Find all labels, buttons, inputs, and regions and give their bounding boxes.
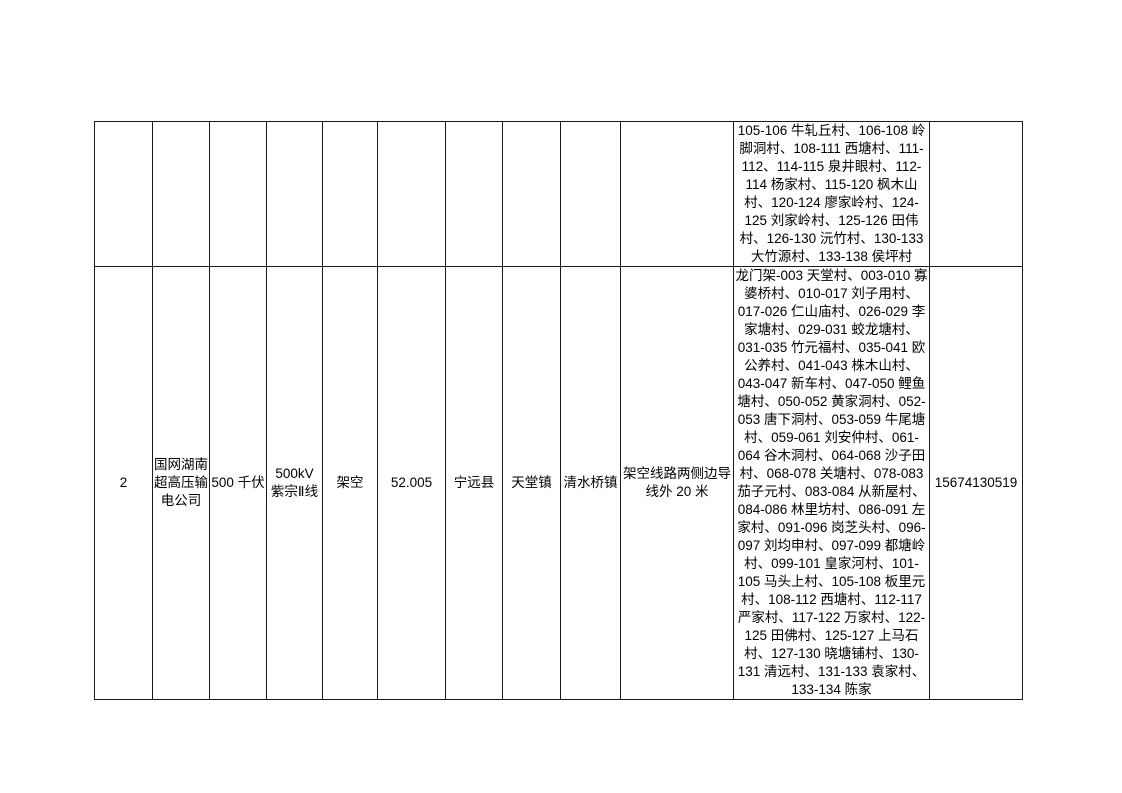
line-length-cell	[377, 121, 446, 267]
town-1-cell: 天堂镇	[502, 266, 561, 700]
affected-villages-cell: 龙门架-003 天堂村、003-010 寡婆桥村、010-017 刘子用村、01…	[733, 266, 930, 700]
table-row-continuation: 105-106 牛轧丘村、106-108 岭脚洞村、108-111 西塘村、11…	[94, 121, 1023, 267]
power-line-table: 105-106 牛轧丘村、106-108 岭脚洞村、108-111 西塘村、11…	[94, 121, 1023, 700]
company-cell: 国网湖南超高压输电公司	[152, 266, 210, 700]
line-type-cell: 架空	[322, 266, 378, 700]
seq-number-cell: 2	[94, 266, 153, 700]
voltage-level-cell	[209, 121, 267, 267]
voltage-level-cell: 500 千伏	[209, 266, 267, 700]
town-2-cell: 清水桥镇	[560, 266, 621, 700]
line-length-cell: 52.005	[377, 266, 446, 700]
contact-phone-cell: 15674130519	[929, 266, 1023, 700]
town-1-cell	[502, 121, 561, 267]
town-2-cell	[560, 121, 621, 267]
seq-number-cell	[94, 121, 153, 267]
line-name-cell	[266, 121, 323, 267]
protection-scope-cell	[620, 121, 734, 267]
county-cell: 宁远县	[445, 266, 503, 700]
line-type-cell	[322, 121, 378, 267]
contact-phone-cell	[929, 121, 1023, 267]
company-cell	[152, 121, 210, 267]
affected-villages-cell: 105-106 牛轧丘村、106-108 岭脚洞村、108-111 西塘村、11…	[733, 121, 930, 267]
line-name-cell: 500kV 紫宗Ⅱ线	[266, 266, 323, 700]
county-cell	[445, 121, 503, 267]
protection-scope-cell: 架空线路两侧边导线外 20 米	[620, 266, 734, 700]
table-row-entry-2: 2 国网湖南超高压输电公司 500 千伏 500kV 紫宗Ⅱ线 架空 52.00…	[94, 266, 1023, 700]
